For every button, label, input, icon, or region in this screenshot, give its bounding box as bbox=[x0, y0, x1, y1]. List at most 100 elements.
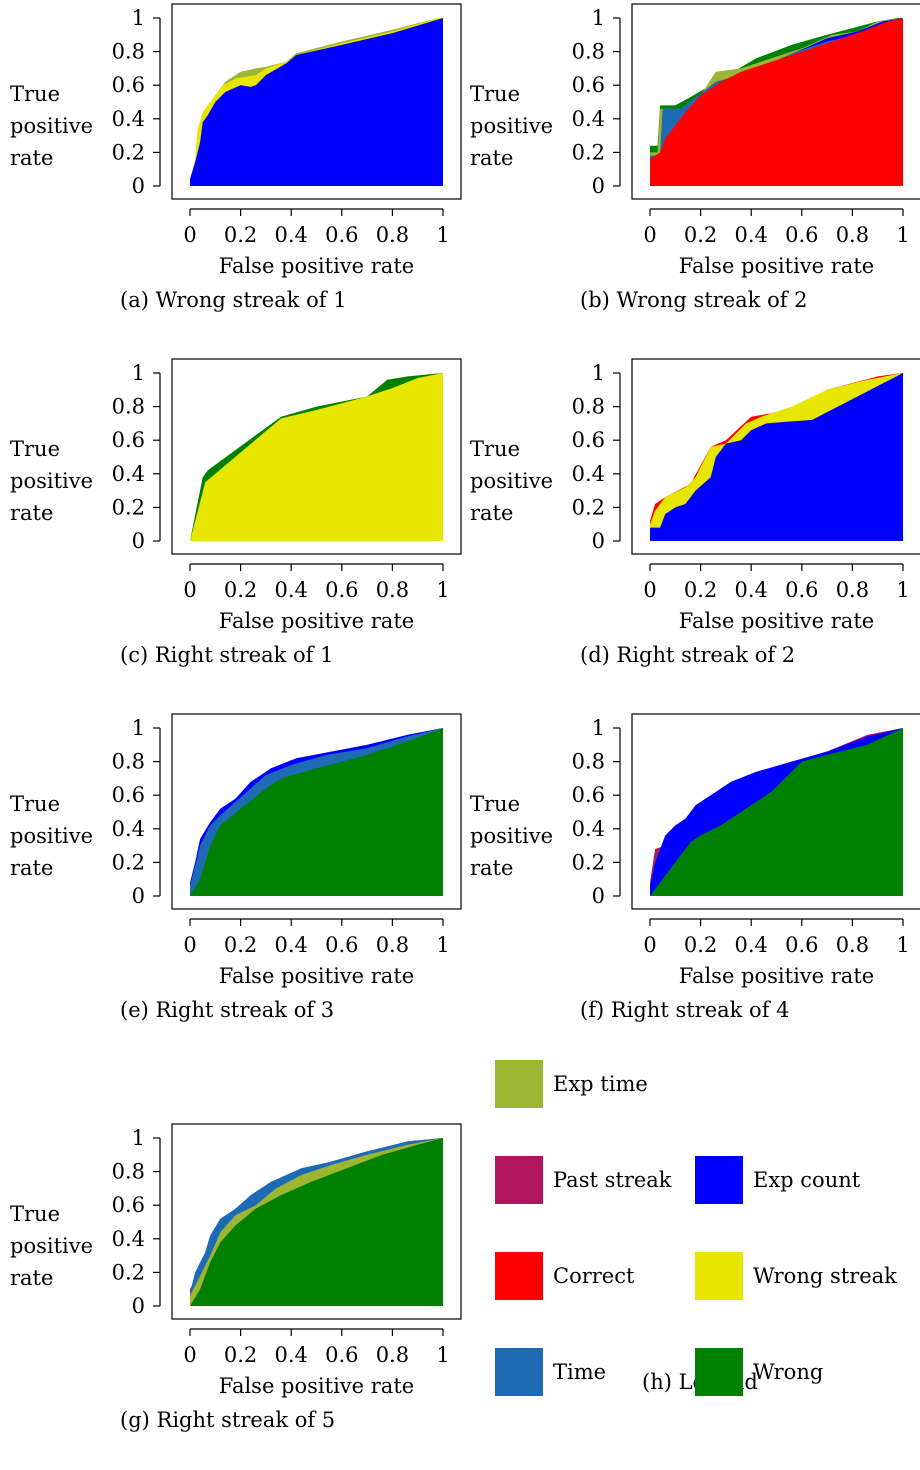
x-tick-label: 1 bbox=[896, 578, 909, 602]
x-tick-label: 0.4 bbox=[734, 578, 767, 602]
y-tick-label: 0.8 bbox=[112, 750, 145, 774]
x-tick-label: 0.4 bbox=[274, 933, 307, 957]
y-tick-label: 0.6 bbox=[112, 428, 145, 452]
legend-item: Wrong bbox=[695, 1348, 823, 1396]
y-tick-label: 1 bbox=[132, 361, 145, 385]
x-tick-label: 1 bbox=[436, 578, 449, 602]
y-axis-title: True positive rate bbox=[10, 1198, 110, 1294]
chart-caption: (e) Right streak of 3 bbox=[120, 998, 335, 1022]
y-axis-title-line: positive bbox=[470, 824, 554, 848]
series-area-correct bbox=[650, 18, 903, 186]
y-tick-label: 1 bbox=[592, 6, 605, 30]
y-tick-label: 0.2 bbox=[572, 495, 605, 519]
chart-panel: 0 0.2 0.4 0.6 0.8 1 0 0.2 0.4 0.6 0.8 1 False positi… bbox=[460, 355, 920, 705]
x-axis-title: False positive rate bbox=[219, 254, 414, 278]
y-tick-label: 1 bbox=[592, 716, 605, 740]
y-axis-title-line: True bbox=[10, 82, 60, 106]
plot-frame bbox=[171, 358, 462, 555]
y-axis-title: True positive rate bbox=[470, 78, 570, 174]
chart-panel: 0 0.2 0.4 0.6 0.8 1 0 0.2 0.4 0.6 0.8 1 False positi… bbox=[0, 0, 462, 350]
x-tick-label: 0.4 bbox=[734, 933, 767, 957]
y-axis-title: True positive rate bbox=[10, 433, 110, 529]
y-tick-label: 0.4 bbox=[572, 817, 605, 841]
x-tick-label: 0.6 bbox=[785, 578, 818, 602]
legend-item: Exp count bbox=[695, 1156, 860, 1204]
x-axis-title: False positive rate bbox=[219, 1374, 414, 1398]
series-area-exp-count bbox=[190, 18, 443, 186]
chart-panel: 0 0.2 0.4 0.6 0.8 1 0 0.2 0.4 0.6 0.8 1 False positi… bbox=[0, 710, 462, 1060]
legend-item: Past streak bbox=[495, 1156, 672, 1204]
x-tick-label: 0 bbox=[183, 223, 196, 247]
y-tick-label: 0 bbox=[132, 174, 145, 198]
x-tick-label: 0.4 bbox=[274, 578, 307, 602]
y-tick-label: 0.2 bbox=[112, 1260, 145, 1284]
roc-chart: 0 0.2 0.4 0.6 0.8 1 0 0.2 0.4 0.6 0.8 1 False positi… bbox=[112, 3, 462, 278]
series-area-wrong-streak bbox=[190, 373, 443, 541]
y-tick-label: 1 bbox=[132, 6, 145, 30]
plot-frame bbox=[631, 358, 920, 555]
legend-swatch bbox=[495, 1348, 543, 1396]
x-tick-label: 0.6 bbox=[325, 1343, 358, 1367]
y-tick-label: 0.8 bbox=[572, 750, 605, 774]
x-tick-label: 0.8 bbox=[376, 578, 409, 602]
legend-swatch bbox=[495, 1156, 543, 1204]
y-tick-label: 0.4 bbox=[112, 462, 145, 486]
y-axis-title-line: rate bbox=[470, 146, 514, 170]
y-tick-label: 0.6 bbox=[572, 73, 605, 97]
legend-label: Correct bbox=[553, 1264, 635, 1288]
x-tick-label: 0.2 bbox=[684, 933, 717, 957]
y-axis-title-line: positive bbox=[10, 824, 94, 848]
legend-item: Exp time bbox=[495, 1060, 648, 1108]
y-tick-label: 1 bbox=[132, 716, 145, 740]
y-axis-title-line: positive bbox=[470, 469, 554, 493]
roc-chart: 0 0.2 0.4 0.6 0.8 1 0 0.2 0.4 0.6 0.8 1 False positi… bbox=[112, 1123, 462, 1398]
y-axis-title-line: positive bbox=[10, 469, 94, 493]
x-tick-label: 0.2 bbox=[224, 933, 257, 957]
y-tick-label: 0.8 bbox=[572, 40, 605, 64]
y-axis-title-line: rate bbox=[10, 146, 54, 170]
x-tick-label: 0.2 bbox=[224, 223, 257, 247]
x-tick-label: 0 bbox=[183, 933, 196, 957]
legend-swatch bbox=[695, 1348, 743, 1396]
plot-frame bbox=[631, 3, 920, 200]
x-tick-label: 0.6 bbox=[785, 223, 818, 247]
legend-label: Time bbox=[553, 1360, 607, 1384]
roc-chart: 0 0.2 0.4 0.6 0.8 1 0 0.2 0.4 0.6 0.8 1 False positi… bbox=[572, 713, 920, 988]
legend-label: Exp time bbox=[553, 1072, 648, 1096]
x-tick-label: 0.8 bbox=[836, 223, 869, 247]
y-axis-title-line: positive bbox=[10, 1234, 94, 1258]
y-tick-label: 0.6 bbox=[112, 1193, 145, 1217]
x-tick-label: 0 bbox=[643, 933, 656, 957]
chart-panel: 0 0.2 0.4 0.6 0.8 1 0 0.2 0.4 0.6 0.8 1 False positi… bbox=[460, 710, 920, 1060]
x-tick-label: 0 bbox=[643, 223, 656, 247]
y-tick-label: 0.4 bbox=[572, 462, 605, 486]
chart-panel: 0 0.2 0.4 0.6 0.8 1 0 0.2 0.4 0.6 0.8 1 False positi… bbox=[0, 1120, 462, 1470]
x-tick-label: 1 bbox=[436, 933, 449, 957]
x-tick-label: 0.8 bbox=[376, 933, 409, 957]
y-axis-title-line: True bbox=[470, 82, 520, 106]
y-axis-title-line: True bbox=[470, 792, 520, 816]
x-tick-label: 0 bbox=[643, 578, 656, 602]
x-tick-label: 0.6 bbox=[325, 223, 358, 247]
y-axis-title-line: rate bbox=[470, 501, 514, 525]
y-tick-label: 0 bbox=[592, 884, 605, 908]
x-tick-label: 1 bbox=[896, 933, 909, 957]
y-axis-title-line: positive bbox=[470, 114, 554, 138]
y-axis-title-line: True bbox=[470, 437, 520, 461]
plot-frame bbox=[171, 1123, 462, 1320]
plot-frame bbox=[631, 713, 920, 910]
y-tick-label: 0.2 bbox=[572, 850, 605, 874]
y-axis-title-line: rate bbox=[10, 501, 54, 525]
y-tick-label: 1 bbox=[592, 361, 605, 385]
roc-chart: 0 0.2 0.4 0.6 0.8 1 0 0.2 0.4 0.6 0.8 1 False positi… bbox=[572, 358, 920, 633]
chart-caption: (d) Right streak of 2 bbox=[580, 643, 796, 667]
x-tick-label: 1 bbox=[436, 1343, 449, 1367]
plot-frame bbox=[171, 713, 462, 910]
y-axis-title-line: positive bbox=[10, 114, 94, 138]
y-tick-label: 0 bbox=[132, 1294, 145, 1318]
x-tick-label: 0.8 bbox=[376, 223, 409, 247]
y-tick-label: 0 bbox=[132, 884, 145, 908]
x-tick-label: 1 bbox=[436, 223, 449, 247]
legend-swatch bbox=[495, 1252, 543, 1300]
